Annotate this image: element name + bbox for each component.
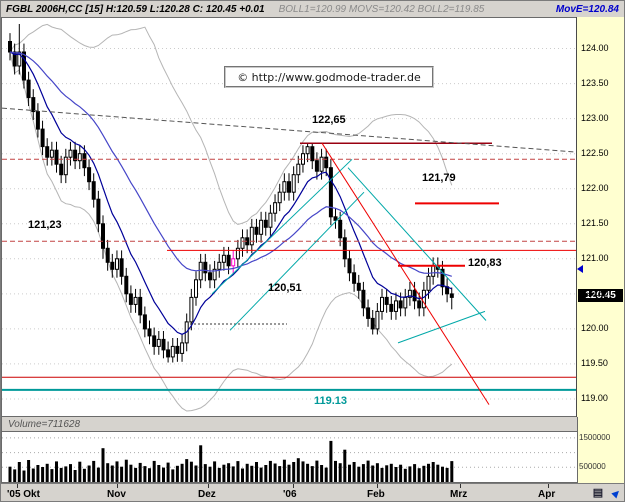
time-axis-tick <box>548 484 549 488</box>
move-indicator-text: MovE=120.84 <box>555 3 619 15</box>
move-price-marker <box>577 265 583 273</box>
time-axis-tick <box>460 484 461 488</box>
time-axis-tick <box>293 484 294 488</box>
chart-page-icon[interactable]: ▤ <box>591 486 605 500</box>
time-axis[interactable]: ▤ ► '05 Okt Nov Dez '06 Feb Mrz Apr <box>1 483 625 502</box>
price-axis[interactable]: 120.45 124.00 123.50 123.00 122.50 122.00 121… <box>576 17 624 483</box>
price-axis-label: 123.00 <box>581 113 609 123</box>
watermark-text: © http://www.godmode-trader.de <box>237 70 421 84</box>
price-axis-label: 120.00 <box>581 323 609 333</box>
volume-axis-label: 500000 <box>579 462 606 471</box>
symbol-quote-text: FGBL 2006H,CC [15] H:120.59 L:120.28 C: … <box>6 3 265 15</box>
time-axis-tick <box>377 484 378 488</box>
price-plot[interactable] <box>2 18 577 416</box>
volume-plot[interactable] <box>2 432 577 482</box>
watermark-badge: © http://www.godmode-trader.de <box>224 66 434 88</box>
quote-header: FGBL 2006H,CC [15] H:120.59 L:120.28 C: … <box>1 1 624 17</box>
price-axis-label: 122.00 <box>581 183 609 193</box>
volume-axis-label: 1500000 <box>579 433 611 442</box>
indicator-values-text: BOLL1=120.99 MOVS=120.42 BOLL2=119.85 <box>278 3 485 15</box>
price-axis-label: 124.00 <box>581 43 609 53</box>
price-axis-label: 123.50 <box>581 78 609 88</box>
time-axis-tick <box>117 484 118 488</box>
volume-readout: Volume=711628 <box>8 418 81 430</box>
time-axis-label: Nov <box>107 489 126 500</box>
time-axis-tick <box>17 484 18 488</box>
time-axis-label: Apr <box>538 489 556 500</box>
pointer-arrow-icon[interactable]: ► <box>606 483 625 502</box>
time-axis-label: Dez <box>198 489 216 500</box>
volume-chart-area[interactable] <box>1 431 578 483</box>
price-axis-label: 121.00 <box>581 253 609 263</box>
time-axis-label: Feb <box>367 489 385 500</box>
price-axis-label: 121.50 <box>581 218 609 228</box>
price-axis-label: 119.50 <box>581 358 608 368</box>
price-axis-label: 120.50 <box>581 288 609 298</box>
time-axis-label: '05 Okt <box>7 489 40 500</box>
time-axis-label: Mrz <box>450 489 468 500</box>
volume-panel-header: Volume=711628 <box>1 417 578 431</box>
price-axis-label: 122.50 <box>581 148 609 158</box>
price-chart-area[interactable]: © http://www.godmode-trader.de 122,65 121… <box>1 17 578 417</box>
time-axis-tick <box>208 484 209 488</box>
last-price-badge: 120.45 <box>578 289 623 302</box>
footer-toolbar: ▤ ► <box>591 483 625 502</box>
time-axis-label: '06 <box>283 489 297 500</box>
price-axis-label: 119.00 <box>581 393 608 403</box>
